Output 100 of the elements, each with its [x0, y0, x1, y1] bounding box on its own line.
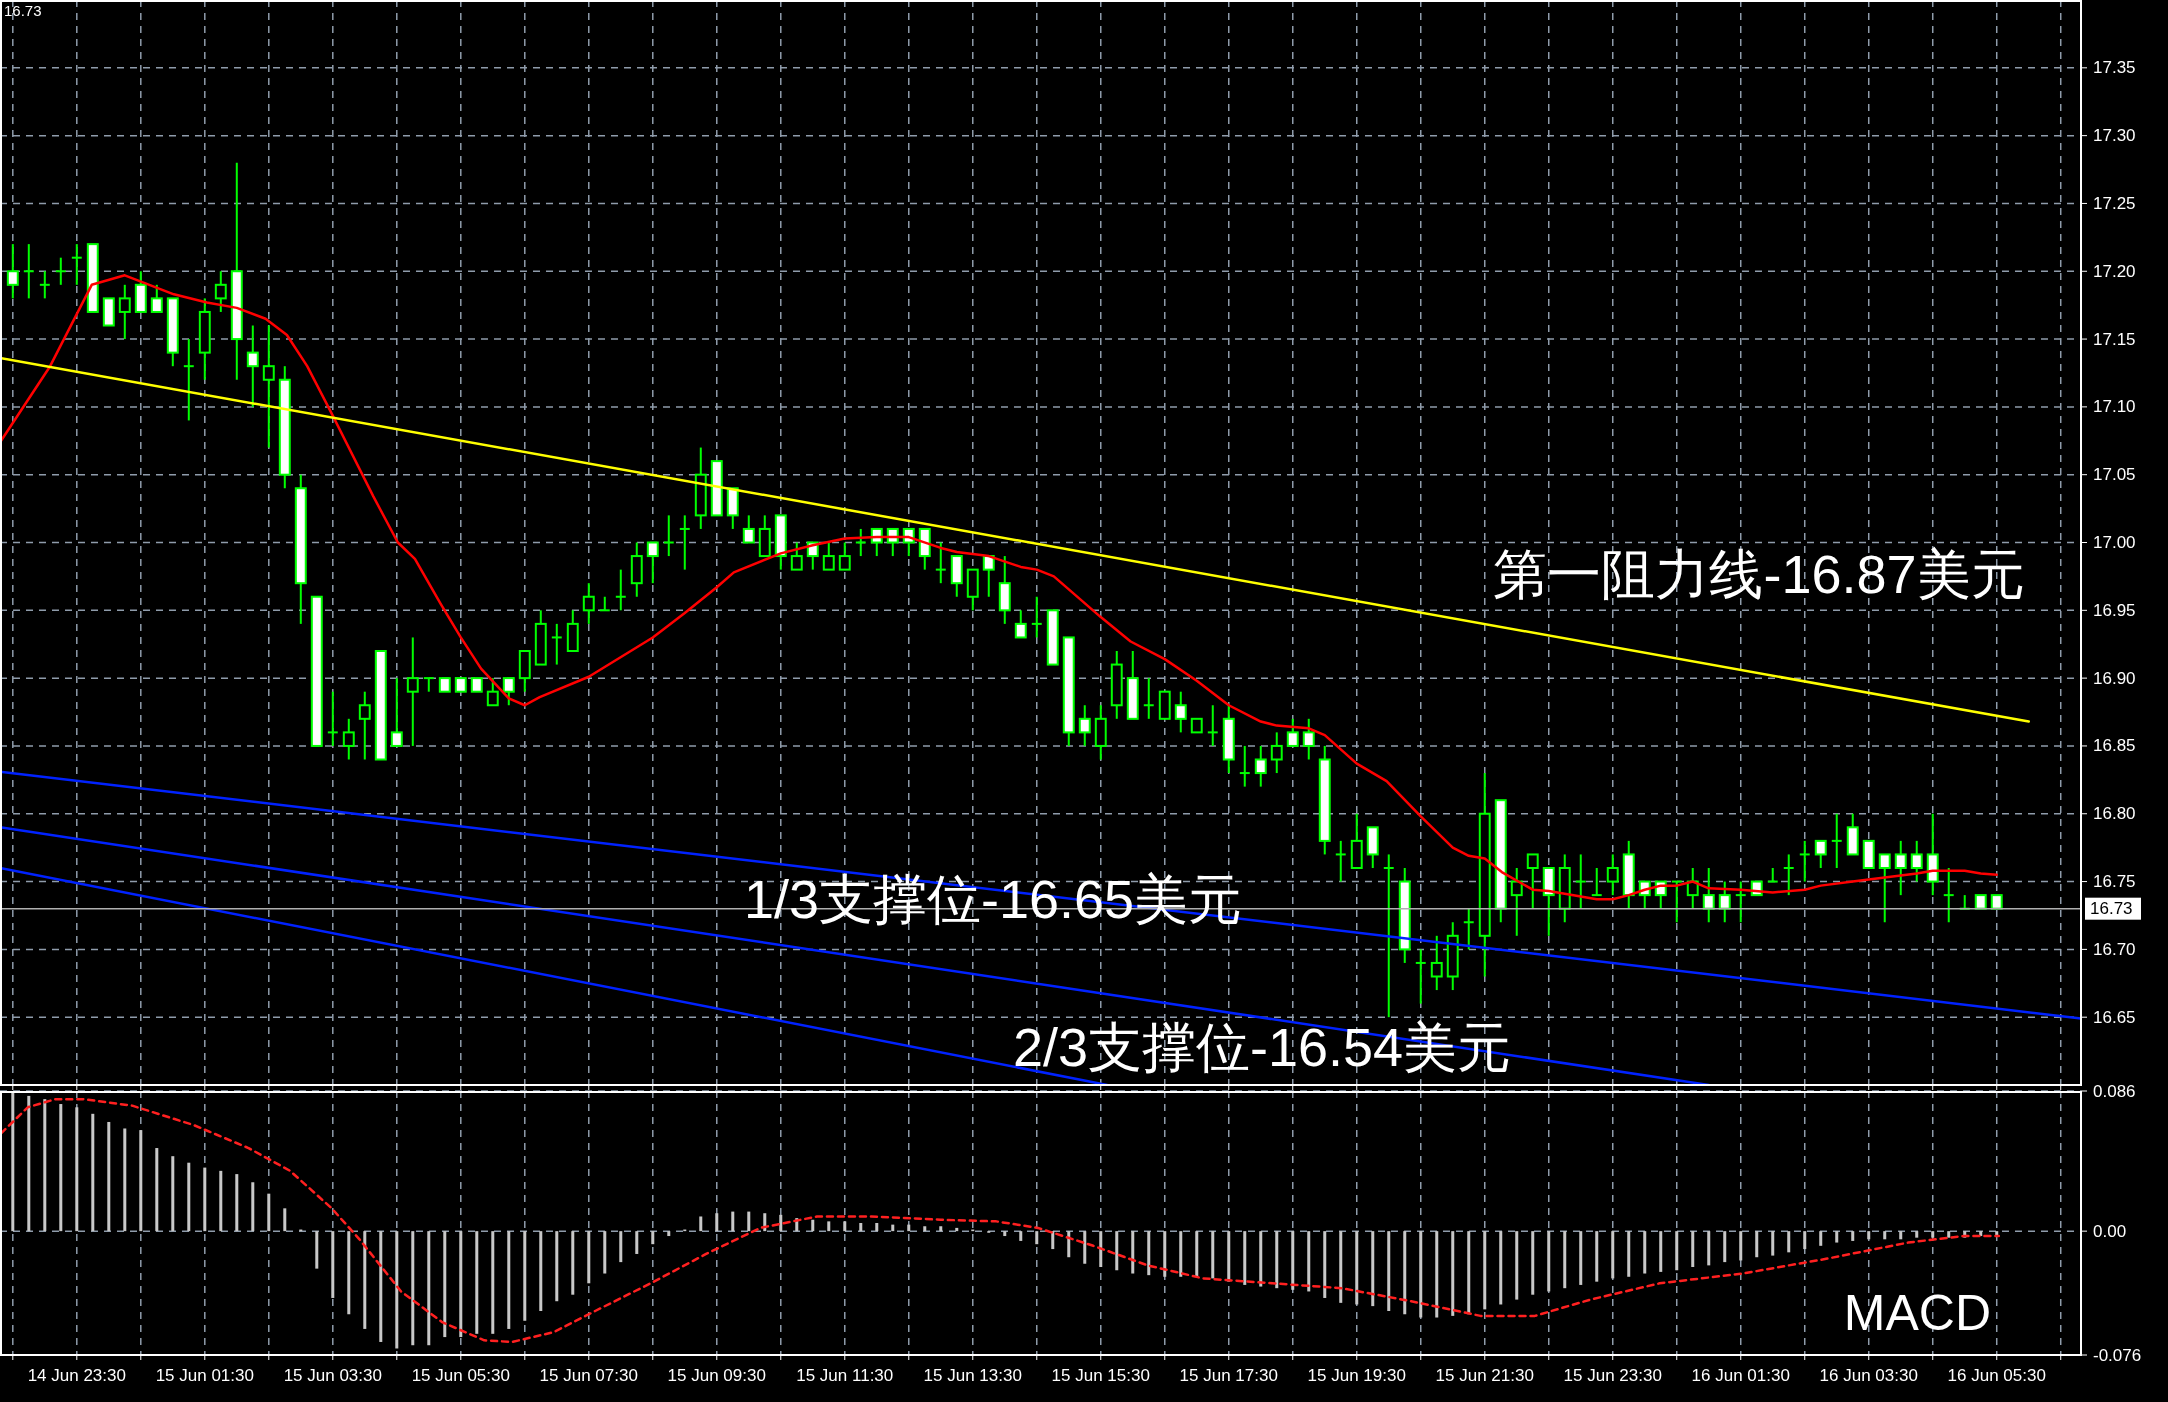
candlestick: [342, 717, 355, 761]
bar: [1979, 1231, 1983, 1237]
bar: [875, 1223, 879, 1232]
y-tick-label: 17.25: [2093, 193, 2136, 213]
y-tick-label: 17.00: [2093, 533, 2136, 552]
candlestick: [214, 270, 227, 313]
bar: [203, 1167, 207, 1232]
candlestick: [982, 555, 995, 598]
bar: [139, 1130, 143, 1232]
candlestick: [790, 541, 803, 571]
candlestick: [1782, 853, 1795, 897]
bar: [1563, 1231, 1567, 1289]
bar: [1755, 1231, 1759, 1258]
bar: [27, 1095, 31, 1232]
bar: [91, 1113, 95, 1232]
candlestick: [1574, 853, 1587, 910]
candlestick: [1702, 867, 1715, 924]
y-tick-label: -0.076: [2093, 1345, 2142, 1365]
bar: [1387, 1231, 1391, 1311]
bar: [1019, 1231, 1023, 1241]
bar: [1243, 1231, 1247, 1285]
candlestick: [70, 243, 83, 286]
bar: [267, 1193, 271, 1232]
bar: [507, 1231, 511, 1329]
candlestick: [1878, 853, 1891, 924]
bar: [779, 1214, 783, 1232]
candlestick: [502, 677, 515, 707]
annotation: 第一阻力线-16.87美元: [1493, 544, 2025, 604]
bar: [811, 1219, 815, 1232]
candlestick: [390, 677, 403, 747]
candlestick: [1814, 839, 1827, 869]
bar: [155, 1148, 159, 1232]
x-tick-label: 15 Jun 17:30: [1179, 1366, 1278, 1385]
candlestick: [1718, 880, 1731, 924]
annotation: MACD: [1843, 1285, 1991, 1341]
candlestick: [550, 622, 563, 666]
candlestick: [22, 243, 35, 300]
bar: [1499, 1231, 1503, 1305]
bar: [1435, 1231, 1439, 1318]
bar: [603, 1231, 607, 1274]
candlestick: [1014, 609, 1027, 639]
bar: [1035, 1231, 1039, 1245]
bar: [1835, 1231, 1839, 1243]
bar: [251, 1182, 255, 1232]
x-tick-label: 16 Jun 03:30: [1819, 1366, 1918, 1385]
candlestick: [854, 527, 867, 558]
bar: [1307, 1231, 1311, 1292]
bar: [1867, 1231, 1871, 1240]
candlestick: [1766, 867, 1779, 883]
bar: [1947, 1231, 1951, 1238]
candlestick: [1430, 934, 1443, 992]
bar: [1179, 1231, 1183, 1277]
x-tick-label: 15 Jun 15:30: [1051, 1366, 1150, 1385]
y-tick-label: 0.00: [2093, 1221, 2127, 1241]
candlestick: [678, 514, 691, 571]
x-tick-label: 15 Jun 05:30: [411, 1366, 510, 1385]
bar: [1355, 1231, 1359, 1305]
bar: [1259, 1231, 1263, 1287]
bar: [1643, 1231, 1647, 1274]
bar: [1371, 1231, 1375, 1307]
bar: [1099, 1231, 1103, 1267]
x-tick-label: 16 Jun 01:30: [1691, 1366, 1790, 1385]
candlestick: [6, 243, 19, 300]
bar: [107, 1121, 111, 1232]
bar: [587, 1231, 591, 1284]
bar: [1067, 1231, 1071, 1258]
bar: [859, 1223, 863, 1232]
bar: [1739, 1231, 1743, 1261]
candlestick: [326, 690, 339, 747]
candlestick: [406, 636, 419, 747]
x-tick-label: 15 Jun 19:30: [1307, 1366, 1406, 1385]
x-tick-label: 15 Jun 03:30: [283, 1366, 382, 1385]
bar: [651, 1231, 655, 1245]
bar: [555, 1231, 559, 1302]
candlestick: [1382, 853, 1395, 1019]
candlestick: [1606, 853, 1619, 897]
bar: [1211, 1231, 1215, 1279]
bar: [939, 1226, 943, 1232]
candlestick: [1030, 595, 1043, 639]
y-tick-label: 17.35: [2093, 58, 2136, 78]
bar: [1115, 1231, 1119, 1271]
y-tick-label: 16.85: [2093, 736, 2136, 756]
bar: [1227, 1231, 1231, 1282]
bar: [331, 1231, 335, 1298]
y-tick-label: 16.95: [2093, 600, 2136, 620]
bar: [1083, 1231, 1087, 1264]
candlestick: [1334, 839, 1347, 883]
candlestick: [1462, 907, 1475, 951]
bar: [619, 1231, 623, 1263]
y-tick-label: 16.90: [2093, 668, 2136, 688]
candlestick: [54, 256, 67, 286]
candlestick: [614, 568, 627, 612]
candlestick: [1206, 704, 1219, 747]
candlestick: [646, 541, 659, 585]
bar: [523, 1231, 527, 1321]
bar: [363, 1231, 367, 1329]
bar: [427, 1231, 431, 1346]
y-tick-label: 16.80: [2093, 804, 2136, 824]
bar: [1339, 1231, 1343, 1303]
candlestick: [1798, 839, 1811, 883]
